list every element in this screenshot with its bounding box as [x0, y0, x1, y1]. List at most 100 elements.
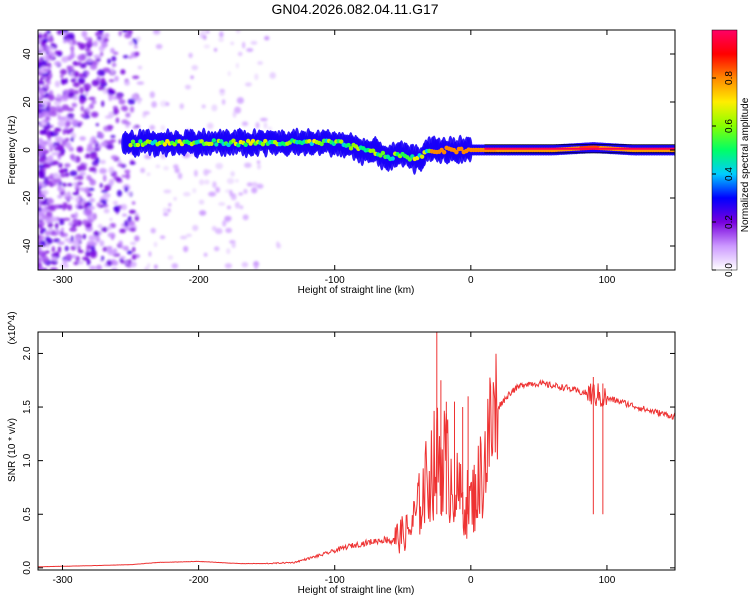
noise-blob	[38, 164, 46, 169]
noise-blob	[90, 245, 96, 252]
noise-blob	[64, 245, 69, 252]
noise-blob	[221, 99, 226, 105]
x-tick-label: -200	[189, 275, 209, 286]
noise-blob	[254, 264, 258, 270]
noise-blob	[54, 136, 63, 143]
noise-blob	[40, 99, 49, 106]
noise-blob	[49, 267, 58, 270]
noise-blob	[198, 179, 205, 186]
noise-blob	[56, 108, 64, 113]
noise-blob	[89, 241, 98, 246]
noise-blob	[88, 187, 95, 191]
noise-blob	[185, 233, 192, 237]
noise-blob	[54, 80, 61, 88]
noise-blob	[101, 41, 108, 48]
noise-blob	[137, 65, 143, 70]
noise-blob	[43, 76, 47, 81]
noise-blob	[53, 100, 61, 106]
noise-blob	[60, 232, 68, 238]
noise-blob	[167, 208, 171, 213]
noise-blob	[117, 163, 125, 167]
noise-blob	[92, 40, 98, 47]
noise-blob	[235, 30, 241, 34]
noise-blob	[159, 235, 166, 240]
noise-blob	[90, 111, 99, 118]
noise-blob	[125, 123, 130, 128]
noise-blob	[38, 203, 43, 207]
colorbar-scale	[711, 29, 738, 271]
noise-blob	[59, 173, 67, 178]
y-tick-label: 40	[22, 48, 33, 60]
y-tick-label: 0	[22, 147, 33, 153]
noise-blob	[127, 191, 132, 196]
noise-blob	[45, 250, 50, 254]
noise-blob	[230, 171, 235, 177]
noise-blob	[47, 155, 54, 162]
noise-blob	[91, 79, 100, 87]
noise-blob	[89, 64, 98, 70]
noise-blob	[57, 246, 62, 253]
noise-blob	[110, 68, 115, 75]
noise-blob	[38, 33, 43, 39]
colorbar: 0.0 0.2 0.4 0.6 0.8	[711, 29, 738, 277]
ridge-core	[346, 142, 351, 148]
noise-blob	[131, 201, 136, 205]
noise-blob	[76, 181, 83, 186]
noise-blob	[88, 235, 97, 241]
noise-blob	[231, 241, 236, 249]
noise-blob	[83, 202, 89, 209]
noise-blob	[41, 199, 45, 206]
noise-blob	[137, 98, 142, 105]
snr-chart: -300 -200 -100 0 100 0.0 0.5 1.0 1.5 2.0 Height o…	[7, 311, 676, 596]
noise-blob	[79, 73, 84, 77]
noise-blob	[73, 71, 80, 78]
noise-blob	[129, 161, 136, 165]
noise-blob	[124, 80, 131, 86]
ridge-core	[130, 139, 136, 144]
noise-blob	[40, 129, 47, 135]
noise-blob	[82, 256, 89, 261]
noise-blob	[79, 171, 86, 176]
noise-blob	[239, 205, 244, 210]
noise-blob	[80, 113, 86, 118]
noise-blob	[79, 187, 85, 192]
noise-blob	[121, 30, 128, 33]
noise-blob	[70, 245, 77, 251]
noise-blob	[128, 40, 134, 46]
noise-blob	[65, 172, 70, 178]
noise-blob	[66, 65, 72, 72]
noise-blob	[101, 189, 109, 193]
noise-blob	[78, 61, 82, 65]
noise-blob	[163, 212, 169, 216]
noise-blob	[38, 157, 46, 164]
noise-blob	[53, 173, 60, 180]
noise-blob	[153, 30, 160, 34]
noise-blob	[120, 69, 126, 75]
noise-blob	[173, 196, 177, 201]
noise-blob	[125, 227, 130, 231]
noise-blob	[146, 172, 151, 177]
noise-blob	[198, 199, 205, 205]
noise-blob	[173, 164, 179, 169]
noise-blob	[89, 265, 97, 270]
noise-blob	[90, 213, 96, 220]
noise-blob	[82, 233, 87, 240]
noise-blob	[102, 192, 111, 198]
noise-blob	[64, 77, 68, 84]
x-tick-label: -100	[325, 575, 345, 586]
noise-blob	[219, 31, 224, 38]
noise-blob	[38, 211, 45, 217]
noise-blob	[41, 255, 49, 263]
noise-blob	[133, 38, 138, 46]
noise-blob	[241, 261, 249, 268]
noise-blob	[62, 217, 71, 221]
colorbar-tick-label: 0.4	[724, 167, 735, 181]
noise-blob	[160, 125, 166, 131]
noise-blob	[60, 151, 65, 156]
noise-blob	[39, 235, 45, 240]
noise-blob	[46, 210, 53, 218]
noise-blob	[87, 147, 95, 151]
noise-blob	[167, 255, 174, 260]
noise-blob	[40, 60, 48, 66]
noise-blob	[131, 93, 139, 100]
